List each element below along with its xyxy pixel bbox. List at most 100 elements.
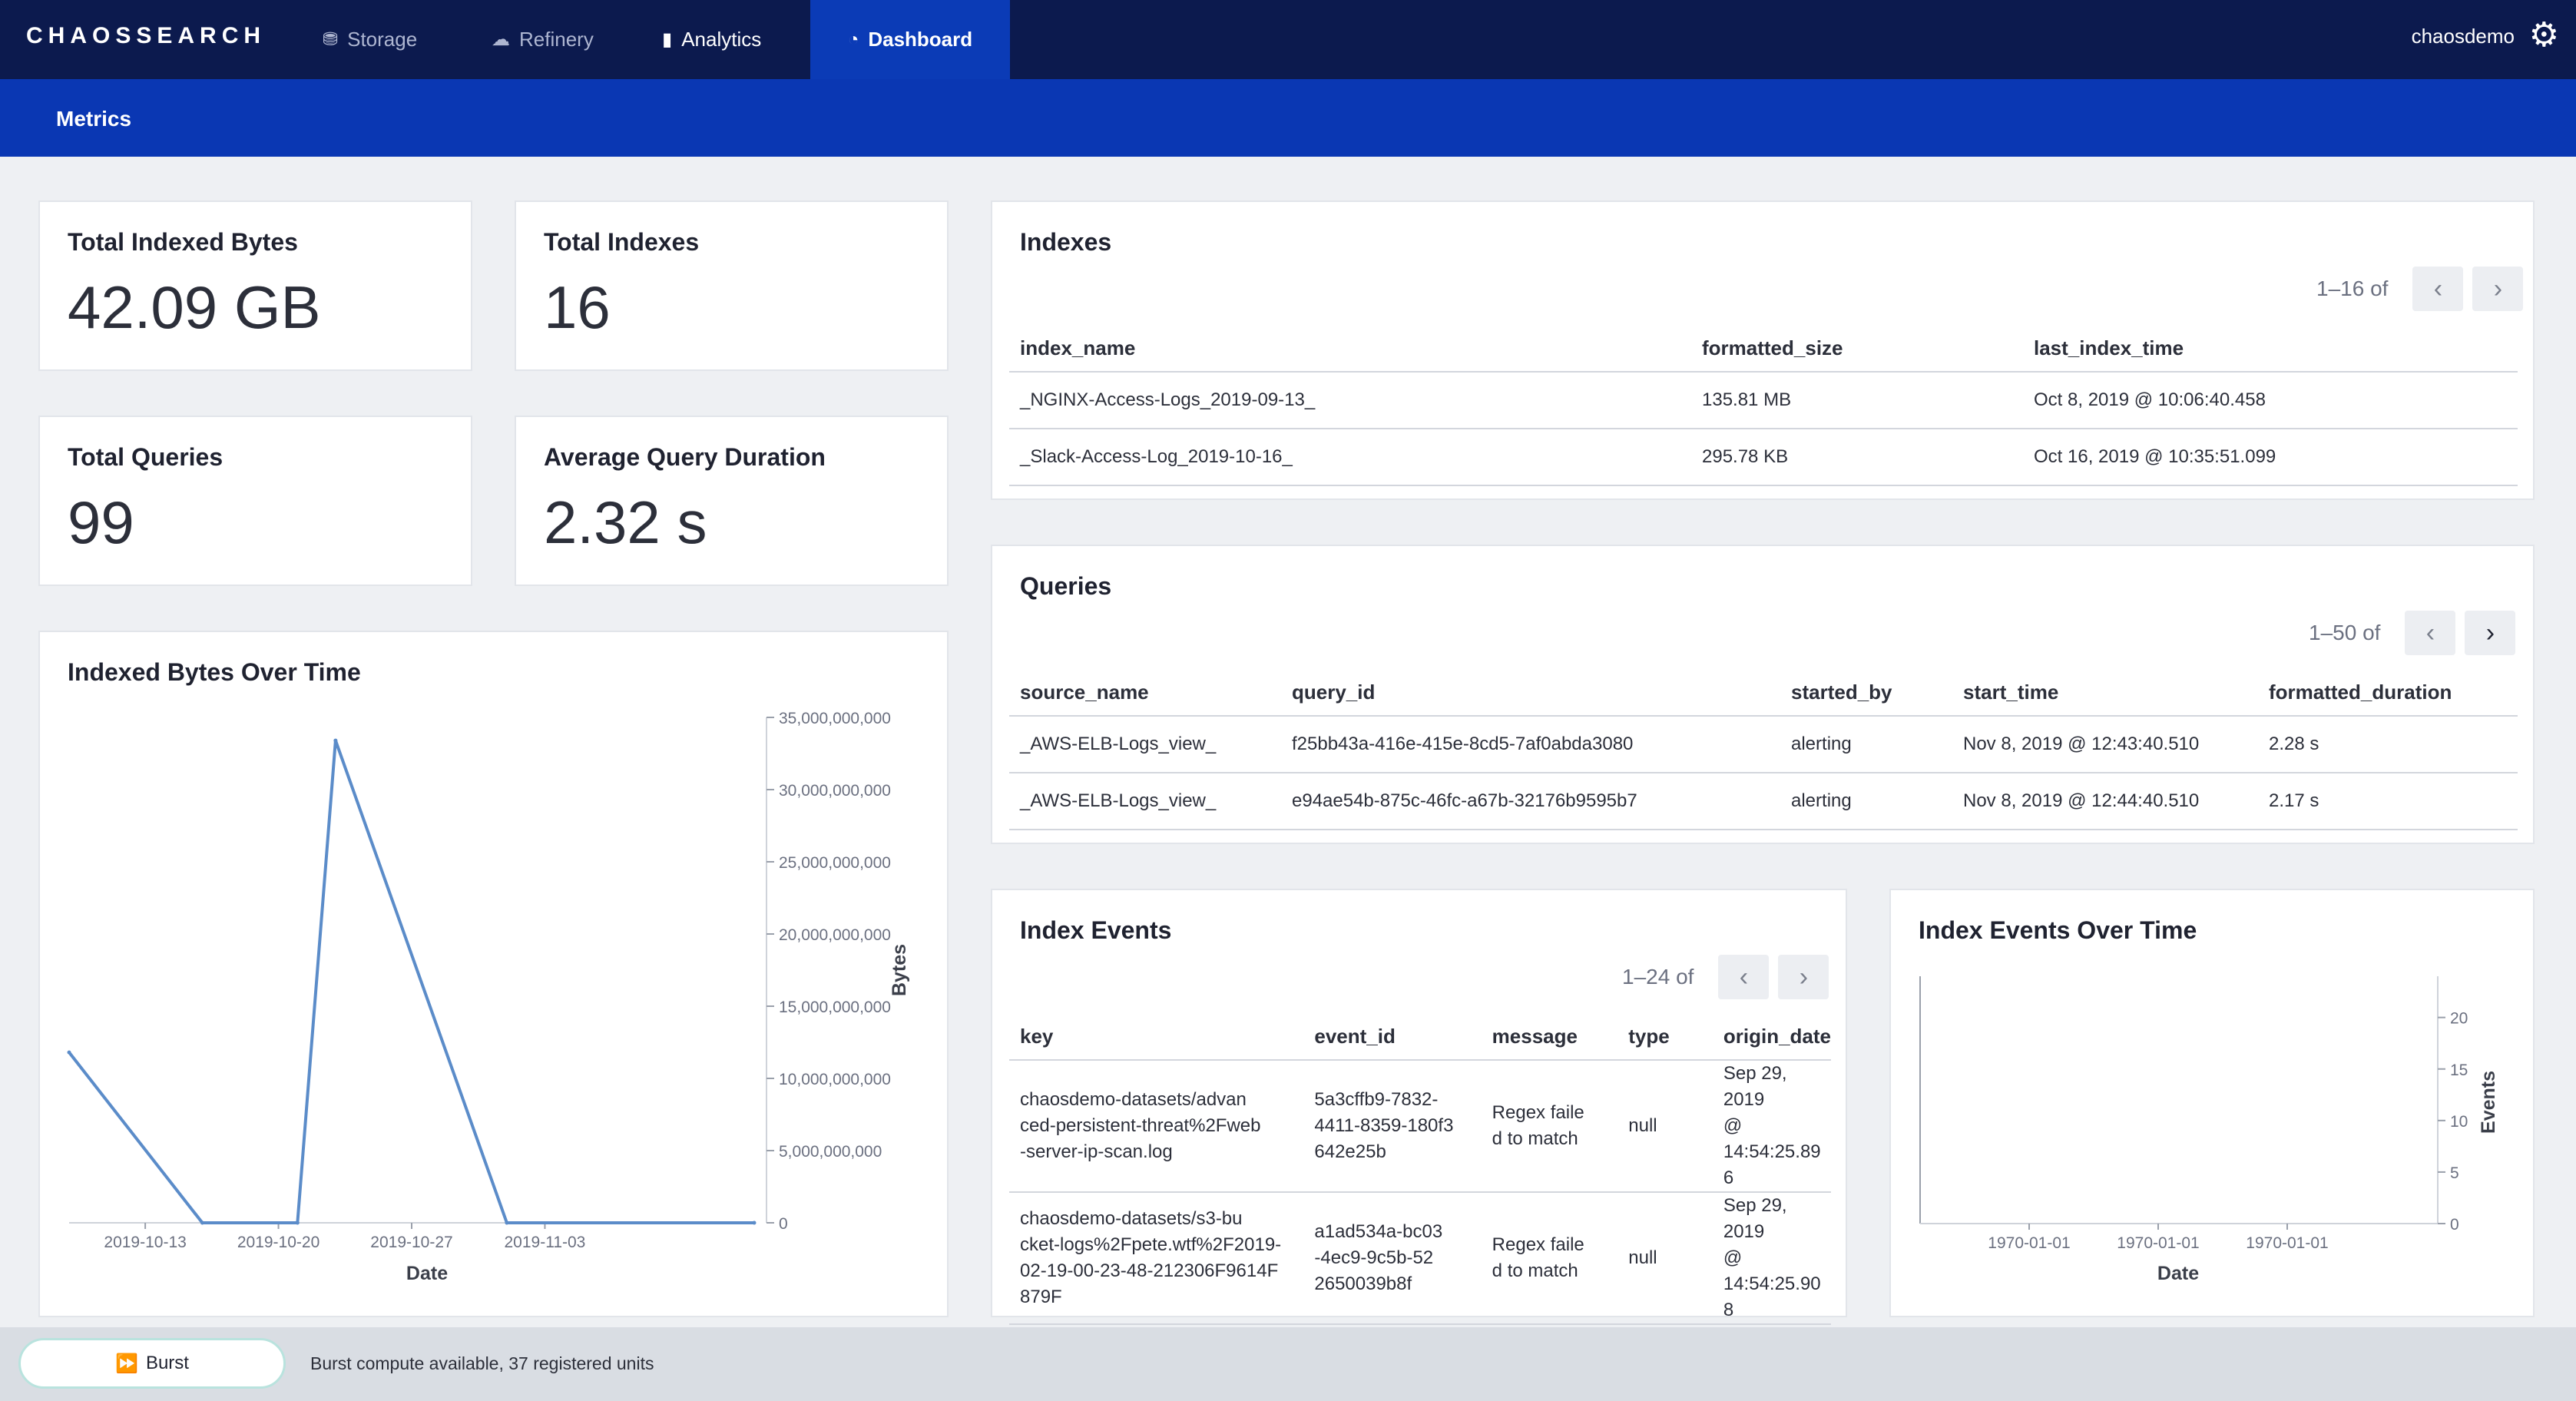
table-cell: a1ad534a-bc03 -4ec9-9c5b-52 2650039b8f: [1303, 1192, 1482, 1325]
column-header[interactable]: message: [1481, 1005, 1618, 1061]
x-tick-label: 2019-10-20: [237, 1234, 320, 1251]
column-header[interactable]: query_id: [1281, 661, 1780, 717]
table-cell: f25bb43a-416e-415e-8cd5-7af0abda3080: [1281, 716, 1780, 773]
tab-analytics-label: Analytics: [681, 28, 762, 51]
series-line: [68, 739, 754, 1224]
table-cell: 2.17 s: [2258, 773, 2518, 830]
y-tick-label: 0: [2450, 1216, 2459, 1234]
table-row[interactable]: _NGINX-Access-Logs_2019-09-13_ 135.81 MB…: [1009, 372, 2518, 429]
y-tick-label: 0: [779, 1215, 788, 1233]
y-tick-label: 15,000,000,000: [779, 999, 891, 1016]
table-cell: Sep 29, 2019 @ 14:54:25.89 6: [1712, 1060, 1831, 1193]
x-tick-label: 2019-10-13: [104, 1234, 186, 1251]
indexes-card: Indexes 1–16 of ‹ › index_name formatted…: [991, 200, 2535, 500]
indexed-bytes-chart: 35,000,000,000 30,000,000,000 25,000,000,0…: [67, 710, 910, 1284]
column-header[interactable]: source_name: [1009, 661, 1281, 717]
x-tick-label: 1970-01-01: [2246, 1234, 2328, 1252]
user-menu[interactable]: chaosdemo: [2411, 25, 2515, 48]
y-tick-label: 30,000,000,000: [779, 782, 891, 800]
chevron-right-icon[interactable]: ›: [2472, 267, 2524, 311]
table-cell: Regex faile d to match: [1481, 1060, 1618, 1193]
column-header[interactable]: last_index_time: [2023, 317, 2518, 373]
tab-storage-label: Storage: [347, 28, 418, 51]
top-nav-bar: CHAOSSEARCH ⛃ Storage ☁ Refinery ▮ Analy…: [0, 0, 2576, 79]
tab-dashboard-label: Dashboard: [868, 28, 973, 51]
table-cell: 135.81 MB: [1691, 372, 2023, 429]
x-tick-label: 1970-01-01: [2117, 1234, 2199, 1252]
pager-range: 1–50 of: [2309, 621, 2381, 644]
burst-button[interactable]: ⏩ Burst: [18, 1338, 286, 1389]
table-cell: 5a3cffb9-7832- 4411-8359-180f3 642e25b: [1303, 1060, 1482, 1193]
column-header[interactable]: index_name: [1009, 317, 1691, 373]
stat-value: 16: [544, 273, 611, 341]
queries-table: source_name query_id started_by start_ti…: [1009, 661, 2518, 830]
column-header[interactable]: start_time: [1952, 661, 2258, 717]
tab-dashboard[interactable]: ◔ Dashboard: [810, 0, 1010, 79]
cloud-icon: ☁: [492, 29, 510, 50]
page-title: Metrics: [56, 107, 132, 131]
data-point: [752, 1220, 757, 1225]
queries-card: Queries 1–50 of ‹ › source_name query_id…: [991, 545, 2535, 844]
chart-title: Index Events Over Time: [1919, 916, 2197, 944]
column-header[interactable]: formatted_duration: [2258, 661, 2518, 717]
table-row[interactable]: chaosdemo-datasets/advan ced-persistent-t…: [1009, 1060, 1831, 1193]
x-tick-label: 2019-11-03: [505, 1234, 586, 1251]
y-tick-label: 5,000,000,000: [779, 1143, 882, 1161]
stat-label: Total Queries: [68, 443, 223, 471]
y-tick-label: 20: [2450, 1010, 2468, 1028]
chevron-right-icon[interactable]: ›: [2465, 611, 2516, 655]
stat-card-total-indexes: Total Indexes 16: [515, 200, 949, 371]
burst-status-text: Burst compute available, 37 registered u…: [310, 1353, 654, 1373]
indexes-title: Indexes: [1020, 228, 1112, 256]
x-axis-title: Date: [2157, 1263, 2199, 1284]
indexes-pager: 1–16 of ‹ ›: [2316, 267, 2524, 311]
data-point: [505, 1220, 509, 1225]
queries-title: Queries: [1020, 572, 1112, 600]
chart-card-index-events: Index Events Over Time 20 15 10 5 0 1970-01-0…: [1889, 889, 2535, 1317]
chart-card-indexed-bytes: Indexed Bytes Over Time 35,000,000,000 30…: [38, 631, 949, 1317]
tab-refinery[interactable]: ☁ Refinery: [492, 0, 622, 79]
table-row[interactable]: _AWS-ELB-Logs_view_ e94ae54b-875c-46fc-a…: [1009, 773, 2518, 830]
table-cell: Sep 29, 2019 @ 14:54:25.90 8: [1712, 1192, 1831, 1325]
table-cell: Oct 8, 2019 @ 10:06:40.458: [2023, 372, 2518, 429]
y-tick-label: 20,000,000,000: [779, 926, 891, 944]
column-header[interactable]: key: [1009, 1005, 1304, 1061]
table-cell: chaosdemo-datasets/advan ced-persistent-t…: [1009, 1060, 1304, 1193]
table-cell: null: [1617, 1060, 1713, 1193]
chevron-left-icon[interactable]: ‹: [2405, 611, 2456, 655]
index-events-table: key event_id message type origin_date ch…: [1009, 1005, 1831, 1325]
table-row[interactable]: chaosdemo-datasets/s3-bu cket-logs%2Fpete…: [1009, 1192, 1831, 1325]
table-row[interactable]: _AWS-ELB-Logs_view_ f25bb43a-416e-415e-8…: [1009, 716, 2518, 773]
column-header[interactable]: type: [1617, 1005, 1713, 1061]
table-cell: _Slack-Access-Log_2019-10-16_: [1009, 429, 1691, 486]
stat-value: 42.09 GB: [68, 273, 321, 341]
column-header[interactable]: origin_date: [1712, 1005, 1831, 1061]
table-cell: 295.78 KB: [1691, 429, 2023, 486]
chaossearch-logo[interactable]: CHAOSSEARCH: [26, 23, 267, 48]
chevron-left-icon[interactable]: ‹: [1718, 955, 1770, 999]
table-row[interactable]: _Slack-Access-Log_2019-10-16_ 295.78 KB …: [1009, 429, 2518, 486]
chevron-right-icon[interactable]: ›: [1778, 955, 1829, 999]
column-header[interactable]: formatted_size: [1691, 317, 2023, 373]
index-events-chart: 20 15 10 5 0 1970-01-01 1970-01-01 1970-01-01 Da…: [1919, 976, 2499, 1284]
sub-header: Metrics: [0, 79, 2576, 157]
column-header[interactable]: event_id: [1303, 1005, 1482, 1061]
fast-forward-icon: ⏩: [115, 1353, 138, 1374]
chart-title: Indexed Bytes Over Time: [68, 658, 361, 686]
stat-card-indexed-bytes: Total Indexed Bytes 42.09 GB: [38, 200, 472, 371]
y-tick-label: 10,000,000,000: [779, 1071, 891, 1088]
y-tick-label: 35,000,000,000: [779, 710, 891, 727]
table-cell: _AWS-ELB-Logs_view_: [1009, 716, 1281, 773]
column-header[interactable]: started_by: [1780, 661, 1952, 717]
gear-icon[interactable]: ⚙: [2528, 16, 2559, 54]
x-tick-label: 2019-10-27: [370, 1234, 452, 1251]
indexes-table: index_name formatted_size last_index_tim…: [1009, 317, 2518, 486]
tab-analytics[interactable]: ▮ Analytics: [662, 0, 793, 79]
pager-range: 1–16 of: [2316, 277, 2389, 300]
chevron-left-icon[interactable]: ‹: [2412, 267, 2464, 311]
tab-storage[interactable]: ⛃ Storage: [323, 0, 453, 79]
table-cell: chaosdemo-datasets/s3-bu cket-logs%2Fpete…: [1009, 1192, 1304, 1325]
table-cell: alerting: [1780, 773, 1952, 830]
index-events-title: Index Events: [1020, 916, 1172, 944]
stat-card-avg-query-duration: Average Query Duration 2.32 s: [515, 416, 949, 586]
